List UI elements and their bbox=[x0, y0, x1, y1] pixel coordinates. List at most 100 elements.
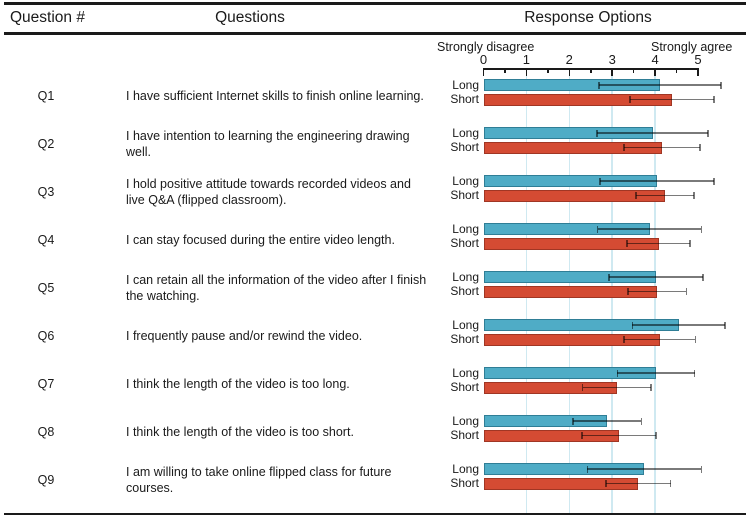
question-number: Q8 bbox=[37, 425, 55, 439]
error-bar-cap-left bbox=[586, 465, 589, 473]
error-bar-cap-left bbox=[598, 81, 600, 89]
error-bar-cap-right bbox=[713, 177, 715, 185]
question-text: I can retain all the information of the … bbox=[126, 273, 427, 303]
error-bar-cap-right bbox=[700, 465, 703, 473]
header-rule bbox=[4, 32, 746, 35]
error-bar-line bbox=[606, 482, 671, 485]
error-bar-line bbox=[582, 434, 656, 437]
question-text: I frequently pause and/or rewind the vid… bbox=[126, 329, 363, 343]
question-number: Q2 bbox=[37, 137, 55, 151]
error-bar-cap-left bbox=[625, 240, 628, 247]
error-bar-cap-left bbox=[627, 288, 629, 295]
x-axis-tick-label: 1 bbox=[522, 52, 530, 67]
error-bar-line bbox=[597, 132, 708, 134]
question-text: I think the length of the video is too l… bbox=[126, 377, 350, 391]
error-bar-cap-right bbox=[707, 129, 709, 137]
error-bar-cap-left bbox=[623, 336, 625, 343]
x-axis-tick-label: 3 bbox=[608, 52, 616, 67]
error-bar-cap-left bbox=[628, 96, 631, 103]
short-series-label: Short bbox=[450, 284, 479, 298]
question-text: I have intention to learning the enginee… bbox=[126, 129, 410, 159]
short-series-label: Short bbox=[450, 236, 479, 250]
error-bar-cap-left bbox=[571, 417, 574, 425]
error-bar-cap-left bbox=[631, 321, 634, 329]
error-bar-cap-right bbox=[650, 384, 653, 391]
long-series-label: Long bbox=[452, 413, 479, 428]
short-series-label: Short bbox=[450, 188, 479, 202]
long-series-label: Long bbox=[452, 221, 479, 236]
question-number: Q9 bbox=[37, 473, 55, 487]
error-bar-cap-left bbox=[598, 177, 601, 185]
short-series-label: Short bbox=[450, 476, 479, 490]
error-bar-cap-right bbox=[655, 432, 657, 439]
error-bar-line bbox=[632, 324, 726, 326]
question-number: Q5 bbox=[37, 281, 55, 295]
error-bar-cap-right bbox=[693, 369, 696, 377]
error-bar-cap-left bbox=[608, 273, 610, 281]
axis-label-strongly-disagree: Strongly disagree bbox=[437, 40, 535, 54]
question-text: I hold positive attitude towards recorde… bbox=[126, 177, 411, 207]
error-bar-cap-right bbox=[713, 96, 715, 103]
long-series-label: Long bbox=[452, 461, 479, 476]
short-series-label: Short bbox=[450, 380, 479, 394]
question-number: Q7 bbox=[37, 377, 55, 391]
error-bar-cap-left bbox=[605, 480, 607, 487]
question-text: I can stay focused during the entire vid… bbox=[126, 233, 395, 247]
short-series-label: Short bbox=[450, 92, 479, 106]
error-bar-line bbox=[635, 194, 695, 197]
error-bar-cap-right bbox=[701, 273, 704, 281]
x-axis-major-tick bbox=[654, 68, 656, 76]
error-bar-cap-right bbox=[640, 417, 643, 425]
question-text: I am willing to take online flipped clas… bbox=[126, 465, 392, 495]
column-header-questions: Questions bbox=[215, 9, 285, 26]
error-bar-line bbox=[598, 84, 721, 86]
top-rule bbox=[4, 2, 746, 5]
question-number: Q6 bbox=[37, 329, 55, 343]
long-series-label: Long bbox=[452, 317, 479, 332]
x-axis-tick-label: 5 bbox=[694, 52, 702, 67]
error-bar-line bbox=[617, 372, 695, 374]
long-series-label: Long bbox=[452, 173, 479, 188]
error-bar-line bbox=[587, 468, 702, 470]
question-number: Q4 bbox=[37, 233, 55, 247]
x-axis-minor-tick bbox=[590, 68, 592, 73]
error-bar-cap-left bbox=[581, 384, 584, 391]
x-axis-tick-label: 2 bbox=[565, 52, 573, 67]
long-series-label: Long bbox=[452, 365, 479, 380]
error-bar-cap-left bbox=[623, 144, 625, 151]
column-header-response-options: Response Options bbox=[524, 9, 652, 26]
x-axis-tick-label: 0 bbox=[479, 52, 488, 67]
question-number: Q3 bbox=[37, 185, 55, 199]
error-bar-cap-left bbox=[581, 432, 583, 439]
x-axis-minor-tick bbox=[632, 68, 635, 73]
error-bar-line bbox=[599, 180, 714, 182]
error-bar-cap-right bbox=[693, 192, 695, 199]
error-bar-cap-right bbox=[685, 288, 688, 295]
x-axis-major-tick bbox=[697, 68, 699, 76]
error-bar-cap-right bbox=[694, 336, 697, 343]
error-bar-cap-right bbox=[719, 81, 722, 89]
x-axis-major-tick bbox=[568, 68, 571, 76]
error-bar-line bbox=[572, 420, 642, 422]
x-axis-tick-label: 4 bbox=[651, 52, 659, 67]
error-bar-line bbox=[609, 276, 703, 278]
error-bar-line bbox=[629, 98, 714, 101]
question-text: I have sufficient Internet skills to fin… bbox=[126, 89, 424, 103]
x-axis-minor-tick bbox=[675, 68, 678, 73]
error-bar-cap-right bbox=[689, 240, 692, 247]
error-bar-line bbox=[597, 228, 702, 230]
error-bar-line bbox=[624, 146, 700, 149]
error-bar-line bbox=[628, 290, 687, 293]
error-bar-cap-left bbox=[596, 225, 599, 233]
error-bar-cap-right bbox=[724, 321, 726, 329]
error-bar-cap-right bbox=[669, 480, 672, 487]
long-series-label: Long bbox=[452, 269, 479, 284]
short-series-label: Short bbox=[450, 140, 479, 154]
x-axis-minor-tick bbox=[504, 68, 506, 73]
error-bar-line bbox=[624, 338, 696, 341]
x-axis-major-tick bbox=[482, 68, 485, 76]
axis-label-strongly-agree: Strongly agree bbox=[651, 40, 733, 54]
error-bar-line bbox=[626, 242, 691, 245]
error-bar-cap-left bbox=[634, 192, 637, 199]
